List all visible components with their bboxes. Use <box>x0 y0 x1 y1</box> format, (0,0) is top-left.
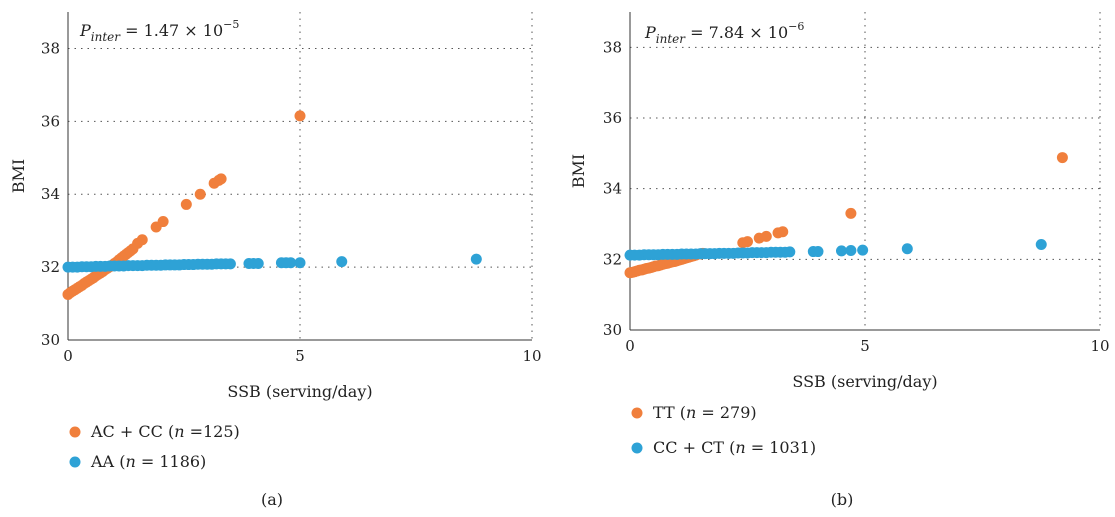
legend-label: TT (n = 279) <box>653 403 757 422</box>
legend-label: AC + CC (n =125) <box>90 422 240 441</box>
chart-panel-a: 0 5 10 30 32 34 36 38 SSB (serving/day) BMI Pinter… <box>9 12 542 509</box>
annotation-subscript: inter <box>91 30 121 44</box>
legend-n: n <box>174 422 184 441</box>
data-point <box>136 234 148 246</box>
series-blue <box>62 253 482 273</box>
x-tick-label: 10 <box>1090 337 1109 355</box>
y-tick-label: 36 <box>603 109 622 127</box>
data-point <box>1035 238 1047 250</box>
annotation-p: P <box>644 23 656 42</box>
x-tick-label: 0 <box>63 347 73 365</box>
x-tick-label: 5 <box>860 337 870 355</box>
annotation-subscript: inter <box>656 32 686 46</box>
legend-label: AA (n = 1186) <box>90 452 206 471</box>
data-point <box>836 245 847 257</box>
y-tick-label: 30 <box>41 331 60 349</box>
data-point <box>252 257 264 269</box>
data-point <box>1056 152 1068 164</box>
data-point <box>742 236 753 248</box>
x-tick-label: 5 <box>295 347 305 365</box>
y-tick-label: 38 <box>603 38 622 56</box>
series-blue <box>624 238 1047 261</box>
data-point <box>285 257 297 269</box>
data-point <box>224 258 236 270</box>
y-tick-label: 36 <box>41 112 60 130</box>
legend-marker <box>69 426 81 438</box>
x-tick-label: 10 <box>522 347 541 365</box>
data-point <box>215 173 227 185</box>
data-point <box>294 110 306 122</box>
legend-marker <box>69 456 81 468</box>
data-point <box>845 245 857 256</box>
legend-text: TT ( <box>653 403 686 422</box>
data-point <box>857 244 869 256</box>
legend-text: AA ( <box>90 452 125 471</box>
data-point <box>812 246 824 258</box>
y-axis-label: BMI <box>9 159 28 193</box>
y-axis-label: BMI <box>569 154 588 188</box>
data-point <box>336 256 348 268</box>
data-point <box>194 188 206 200</box>
data-point <box>294 257 306 269</box>
y-tick-label: 32 <box>41 258 60 276</box>
legend-text: CC + CT ( <box>653 438 735 457</box>
data-point <box>901 243 913 255</box>
annotation-p: P <box>79 21 91 40</box>
p-interaction-annotation: Pinter = 1.47 × 10−5 <box>79 18 239 44</box>
y-tick-label: 34 <box>41 185 60 203</box>
legend-marker <box>631 407 643 419</box>
data-point <box>760 230 772 242</box>
y-tick-label: 32 <box>603 250 622 268</box>
legend-count: = 1031) <box>746 438 817 457</box>
legend-count: = 1186) <box>136 452 207 471</box>
panel-label: (b) <box>831 490 854 509</box>
y-tick-label: 38 <box>41 39 60 57</box>
data-point <box>845 207 857 219</box>
data-point <box>777 226 789 238</box>
legend-n: n <box>735 438 745 457</box>
legend-n: n <box>125 452 135 471</box>
y-tick-label: 34 <box>603 180 622 198</box>
legend-text: AC + CC ( <box>90 422 174 441</box>
legend-label: CC + CT (n = 1031) <box>653 438 816 457</box>
x-axis-label: SSB (serving/day) <box>792 372 937 391</box>
annotation-exponent: −5 <box>223 18 239 31</box>
y-tick-label: 30 <box>603 321 622 339</box>
data-point <box>470 253 482 265</box>
annotation-exponent: −6 <box>788 20 804 33</box>
annotation-value: = 1.47 × 10 <box>120 21 223 40</box>
annotation-value: = 7.84 × 10 <box>685 23 788 42</box>
x-tick-label: 0 <box>625 337 635 355</box>
legend-count: =125) <box>185 422 240 441</box>
legend-marker <box>631 442 643 454</box>
data-point <box>784 246 796 258</box>
panel-label: (a) <box>261 490 283 509</box>
chart-panel-b: 0 5 10 30 32 34 36 38 SSB (serving/day) BMI Pinter… <box>569 12 1110 509</box>
x-axis-label: SSB (serving/day) <box>227 382 372 401</box>
legend-count: = 279) <box>696 403 756 422</box>
legend-n: n <box>686 403 696 422</box>
data-point <box>180 198 192 210</box>
p-interaction-annotation: Pinter = 7.84 × 10−6 <box>644 20 804 46</box>
data-point <box>157 216 169 228</box>
